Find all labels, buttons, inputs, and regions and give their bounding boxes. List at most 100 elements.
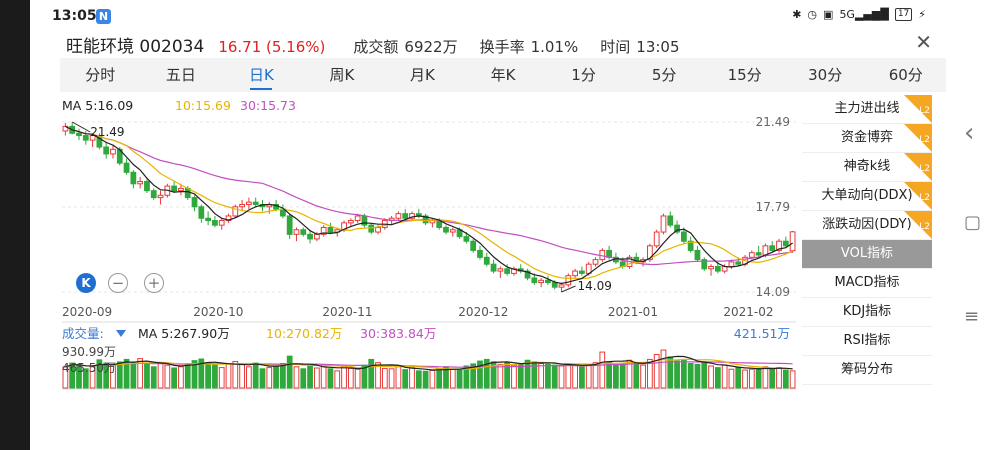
indicator-item-5[interactable]: VOL指标 (802, 240, 932, 269)
indicator-item-8[interactable]: RSI指标 (802, 327, 932, 356)
volume-bar (680, 359, 687, 389)
x-tick-label: 2021-01 (608, 305, 658, 319)
back-icon[interactable]: ‹ (964, 118, 975, 148)
volume-bar (82, 368, 89, 389)
stock-name: 旺能环境 002034 (66, 37, 205, 57)
x-tick-label: 2020-11 (322, 305, 372, 319)
volume-bar (273, 364, 279, 389)
candle-body (178, 187, 184, 192)
menu-icon[interactable]: ≡ (964, 306, 980, 327)
indicator-item-1[interactable]: 资金博弈 L2 (802, 124, 932, 153)
volume-bar (687, 363, 694, 389)
candle-body (449, 229, 456, 233)
volume-bar (701, 361, 708, 389)
volume-bar (225, 363, 232, 389)
volume-bar (123, 358, 130, 389)
tab-6[interactable]: 1分 (571, 66, 596, 84)
level2-badge-text: L2 (919, 164, 930, 174)
home-icon[interactable]: ▢ (964, 212, 982, 233)
tab-3[interactable]: 周K (329, 66, 355, 84)
volume-bar (150, 366, 157, 389)
volume-axis-mid: 465.50万 (62, 361, 116, 375)
candle-body (307, 233, 313, 240)
candle-body (110, 148, 116, 155)
candle-body (728, 261, 735, 267)
high-annot-pointer (71, 121, 91, 133)
tab-7[interactable]: 5分 (651, 66, 677, 84)
time-value: 13:05 (636, 38, 680, 56)
low-annot-pointer (561, 285, 576, 293)
volume-bar (429, 369, 436, 389)
indicator-item-9[interactable]: 筹码分布 (802, 356, 932, 385)
tab-4[interactable]: 月K (410, 66, 435, 84)
volume-bar (266, 367, 273, 389)
volume-bar (599, 351, 606, 389)
candle-body (769, 245, 776, 251)
volume-bar (735, 367, 742, 389)
indicator-item-3[interactable]: 大单动向(DDX) L2 (802, 182, 932, 211)
indicator-item-7[interactable]: KDJ指标 (802, 298, 932, 327)
indicator-item-6[interactable]: MACD指标 (802, 269, 932, 298)
status-icons: ✱ ◷ ▣ 5G▂▄▆█ 17 ⚡ (792, 8, 926, 21)
volume-bar (708, 365, 714, 389)
volume-bar (674, 360, 680, 389)
volume-bar (368, 358, 375, 389)
candle-body (402, 213, 409, 219)
candle-body (558, 284, 565, 288)
candle-body (212, 220, 218, 226)
candle-body (592, 259, 599, 265)
tab-9[interactable]: 30分 (808, 66, 843, 84)
candle-body (198, 206, 205, 219)
volume-bar (782, 369, 789, 389)
volume-bar (694, 363, 701, 389)
tab-5[interactable]: 年K (490, 66, 516, 84)
turnover-value: 6922万 (404, 38, 458, 56)
tab-0[interactable]: 分时 (85, 66, 116, 84)
indicator-label: VOL指标 (840, 246, 894, 261)
bluetooth-icon: ✱ (792, 8, 802, 21)
candle-body (96, 135, 103, 148)
volume-bar (381, 367, 388, 389)
volume-bar (307, 365, 313, 389)
indicator-item-0[interactable]: 主力进出线 L2 (802, 95, 932, 124)
zoom-in-button[interactable]: + (144, 273, 164, 293)
system-nav-bar: ‹ ▢ ≡ (946, 0, 1000, 450)
volume-max-label: 421.51万 (734, 326, 790, 341)
indicator-label: 大单动向(DDX) (821, 188, 913, 203)
volume-bar (477, 360, 483, 389)
phone-screen: 13:05 N ✱ ◷ ▣ 5G▂▄▆█ 17 ⚡ 旺能环境 002034 16… (30, 0, 946, 450)
volume-bar (293, 366, 300, 389)
close-icon[interactable]: ✕ (915, 30, 932, 54)
tab-10[interactable]: 60分 (888, 66, 923, 84)
candle-body (347, 220, 354, 224)
volume-bar (579, 366, 585, 389)
volume-bar (300, 368, 307, 389)
candle-body (762, 245, 769, 256)
zoom-out-button[interactable]: − (108, 273, 128, 293)
charging-icon: ⚡ (918, 8, 926, 21)
indicator-item-4[interactable]: 涨跌动因(DDY) L2 (802, 211, 932, 240)
tab-2[interactable]: 日K (221, 58, 302, 92)
candle-body (409, 213, 415, 219)
indicator-item-2[interactable]: 神奇k线 L2 (802, 153, 932, 182)
volume-bar (742, 369, 748, 389)
volume-bar (164, 364, 171, 389)
candle-body (76, 132, 82, 137)
kline-chart[interactable]: 21.49 17.79 14.09 21.49 14.09 2020-09 2020-10 2… (30, 0, 946, 450)
volume-bar (776, 367, 782, 389)
tab-8[interactable]: 15分 (727, 66, 762, 84)
volume-bar (728, 368, 735, 389)
candle-body (680, 231, 687, 242)
volume-bar (714, 367, 721, 389)
volume-bar (653, 354, 660, 389)
level2-badge-icon (904, 182, 932, 210)
volume-bar (619, 363, 626, 389)
candle-body (300, 229, 307, 235)
k-line-toggle-button[interactable]: K (76, 273, 96, 293)
volume-bar (633, 362, 640, 389)
candle-body (647, 245, 653, 261)
volume-bar (456, 369, 463, 389)
ma5-legend: MA 5:16.09 (62, 98, 133, 113)
tab-1[interactable]: 五日 (165, 66, 196, 84)
candle-body (470, 240, 477, 251)
